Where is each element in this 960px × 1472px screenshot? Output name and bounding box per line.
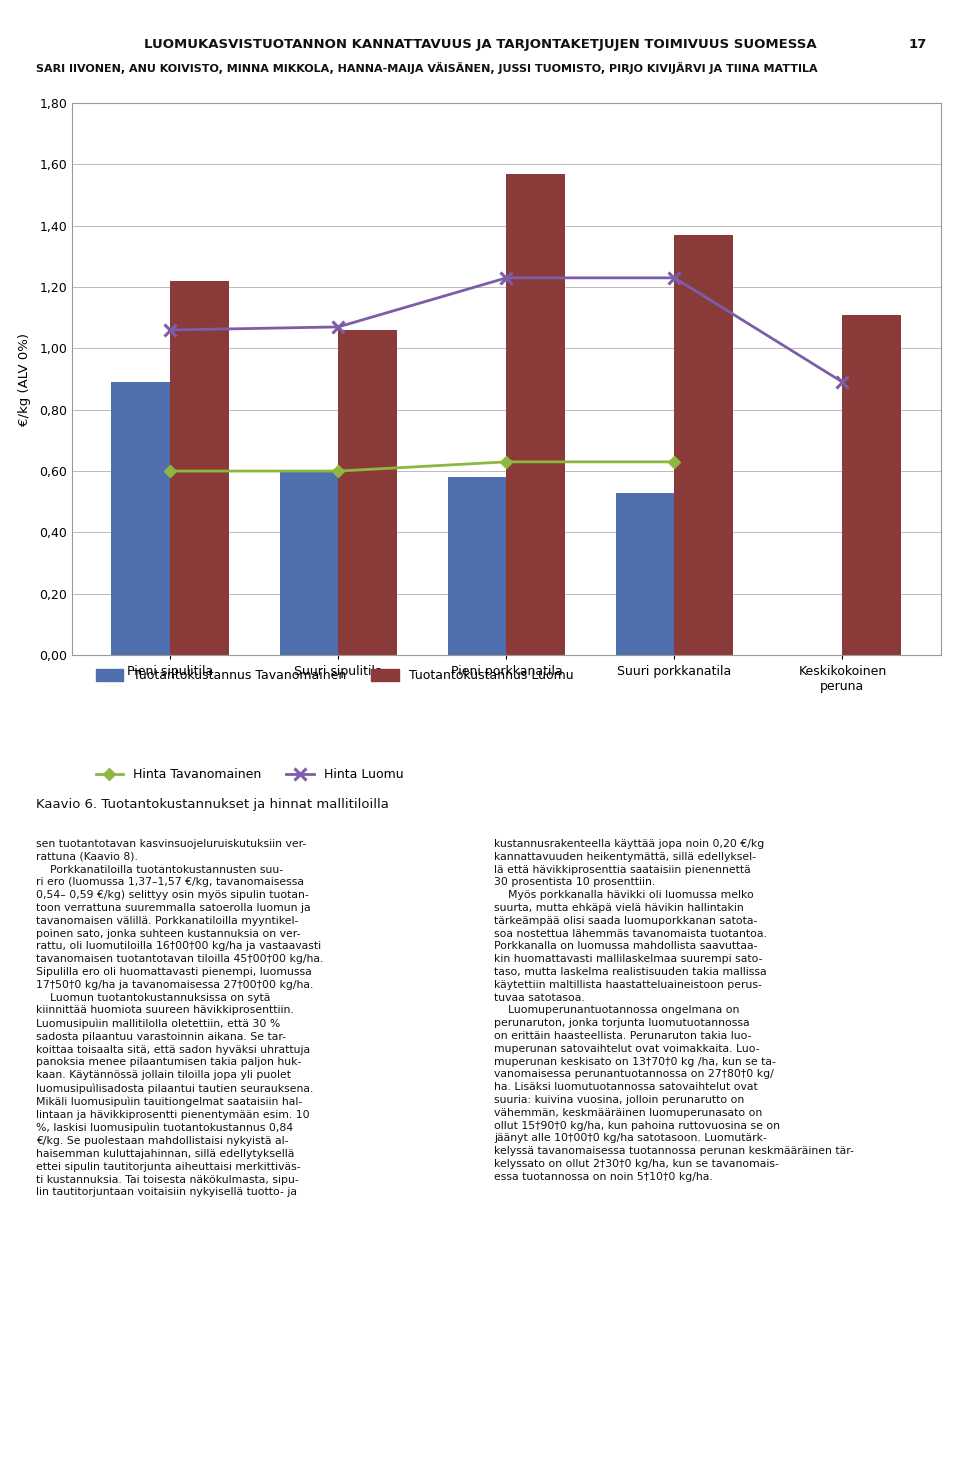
Text: SARI IIVONEN, ANU KOIVISTO, MINNA MIKKOLA, HANNA-MAIJA VÄISÄNEN, JUSSI TUOMISTO,: SARI IIVONEN, ANU KOIVISTO, MINNA MIKKOL…: [36, 62, 818, 74]
Bar: [111, 383, 170, 655]
Text: kustannusrakenteella käyttää jopa noin 0,20 €/kg
kannattavuuden heikentymättä, s: kustannusrakenteella käyttää jopa noin 0…: [494, 839, 854, 1182]
Bar: [170, 281, 229, 655]
Bar: [675, 236, 733, 655]
Bar: [843, 315, 901, 655]
Bar: [506, 174, 565, 655]
Bar: [447, 477, 507, 655]
Bar: [615, 493, 675, 655]
Legend: Hinta Tavanomainen, Hinta Luomu: Hinta Tavanomainen, Hinta Luomu: [96, 768, 403, 782]
Text: sen tuotantotavan kasvinsuojeluruiskutuksiin ver-
rattuna (Kaavio 8).
    Porkka: sen tuotantotavan kasvinsuojeluruiskutuk…: [36, 839, 324, 1197]
Text: LUOMUKASVISTUOTANNON KANNATTAVUUS JA TARJONTAKETJUJEN TOIMIVUUS SUOMESSA: LUOMUKASVISTUOTANNON KANNATTAVUUS JA TAR…: [144, 38, 816, 52]
Bar: [338, 330, 397, 655]
Text: 17: 17: [908, 38, 926, 52]
Y-axis label: €/kg (ALV 0%): €/kg (ALV 0%): [18, 333, 31, 425]
Text: Kaavio 6. Tuotantokustannukset ja hinnat mallitiloilla: Kaavio 6. Tuotantokustannukset ja hinnat…: [36, 798, 390, 811]
Bar: [279, 471, 338, 655]
